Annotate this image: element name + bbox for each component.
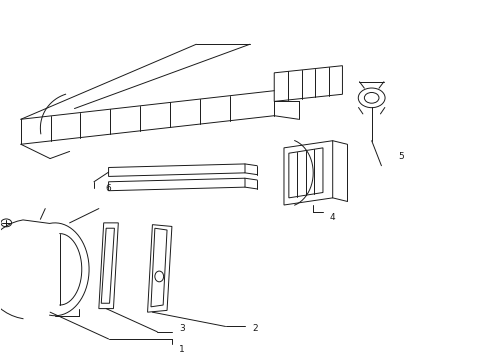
Text: 4: 4	[330, 213, 336, 222]
Text: 1: 1	[179, 345, 185, 354]
Text: 2: 2	[252, 324, 258, 333]
Text: 3: 3	[179, 324, 185, 333]
Text: 6: 6	[106, 184, 111, 193]
Text: 5: 5	[398, 152, 404, 161]
